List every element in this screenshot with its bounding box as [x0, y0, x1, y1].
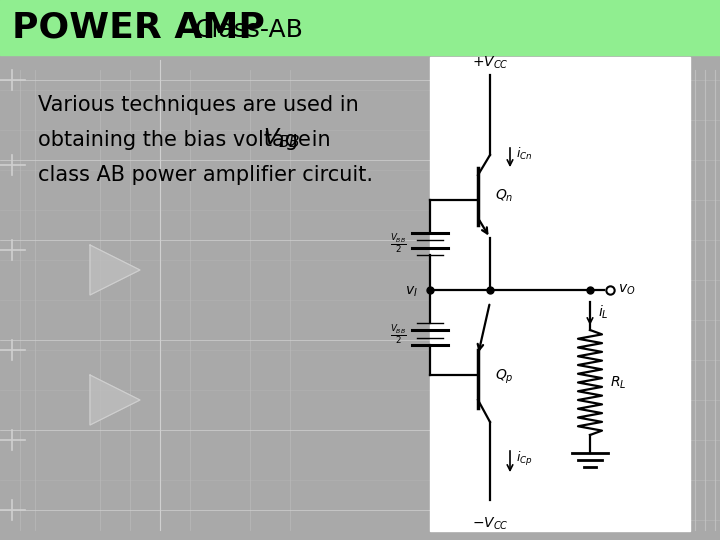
- Text: Class-AB: Class-AB: [195, 18, 304, 42]
- Bar: [0, 0, 720, 55]
- Text: $Q_n$: $Q_n$: [495, 188, 513, 205]
- Text: $R_L$: $R_L$: [610, 374, 626, 391]
- Text: $\frac{V_{BB}}{2}$: $\frac{V_{BB}}{2}$: [390, 323, 407, 347]
- Text: obtaining the bias voltage: obtaining the bias voltage: [38, 130, 318, 150]
- Polygon shape: [90, 245, 140, 295]
- Text: $v_I$: $v_I$: [405, 285, 418, 299]
- Text: $i_{Cn}$: $i_{Cn}$: [516, 146, 533, 162]
- Text: $i_L$: $i_L$: [598, 304, 608, 321]
- Text: Various techniques are used in: Various techniques are used in: [38, 95, 359, 115]
- Bar: [430, 57, 690, 531]
- Bar: [0, 57, 720, 540]
- Text: in: in: [305, 130, 330, 150]
- Text: class AB power amplifier circuit.: class AB power amplifier circuit.: [38, 165, 373, 185]
- Polygon shape: [90, 375, 140, 425]
- Text: $v_O$: $v_O$: [618, 283, 636, 297]
- Text: $\frac{V_{BB}}{2}$: $\frac{V_{BB}}{2}$: [390, 232, 407, 255]
- Text: $Q_p$: $Q_p$: [495, 368, 513, 387]
- Text: $+V_{CC}$: $+V_{CC}$: [472, 55, 508, 71]
- Text: $i_{Cp}$: $i_{Cp}$: [516, 450, 533, 468]
- Text: POWER AMP: POWER AMP: [12, 11, 265, 45]
- Text: $-V_{CC}$: $-V_{CC}$: [472, 516, 508, 532]
- Text: $V_{BB}$: $V_{BB}$: [263, 126, 300, 150]
